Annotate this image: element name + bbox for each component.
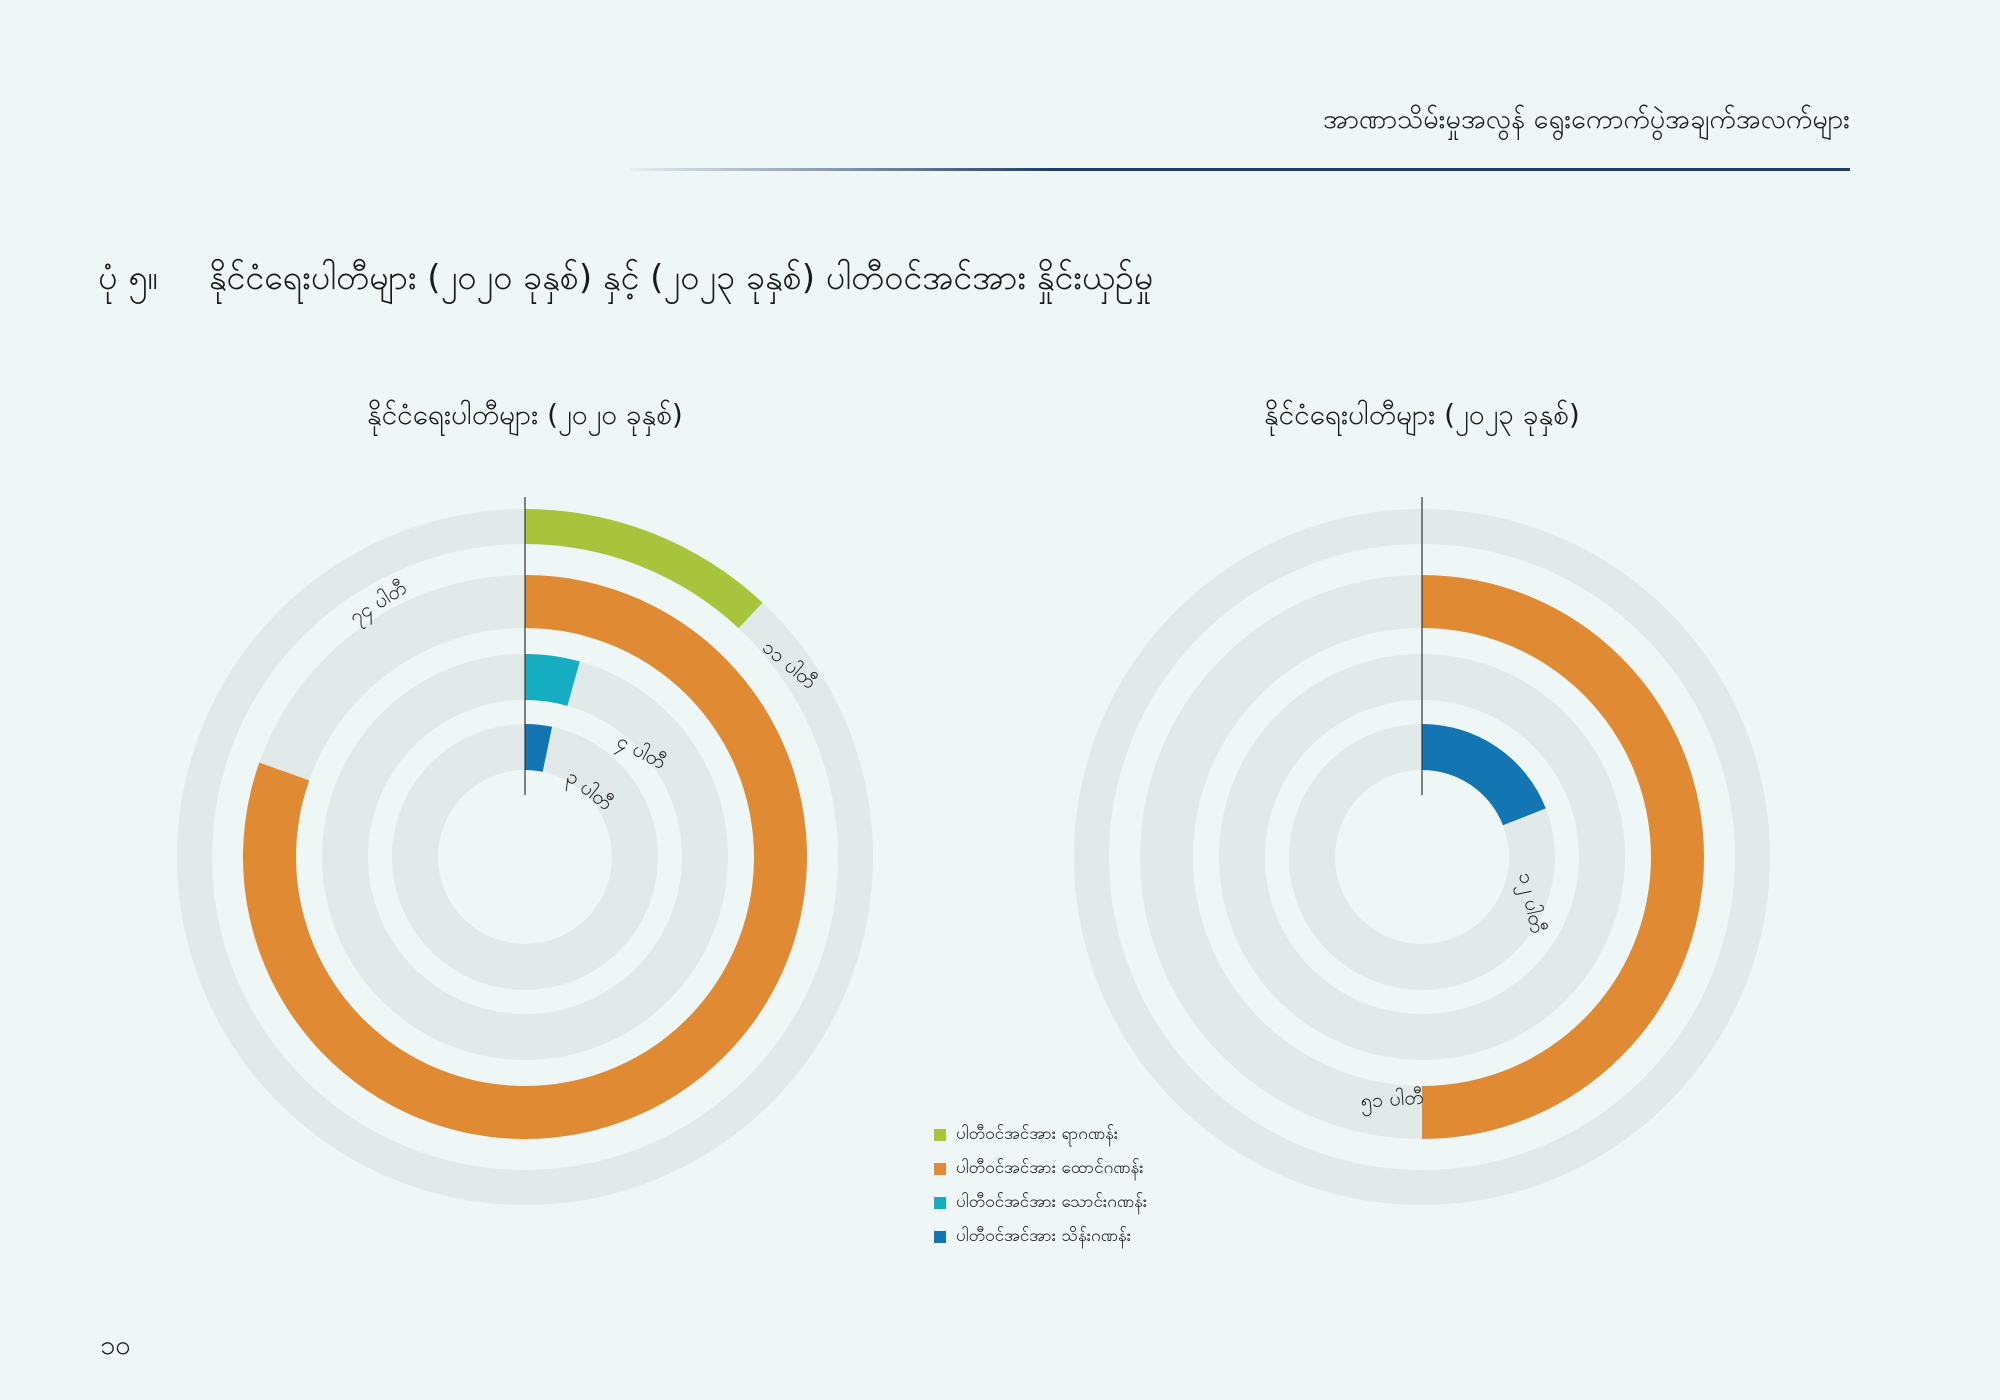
bar-small	[525, 509, 763, 629]
legend-swatch-small	[934, 1129, 946, 1141]
page-number: ၁၀	[100, 1330, 131, 1361]
header-rule	[630, 168, 1850, 171]
legend-label: ပါတီဝင်အင်အား သိန်းဂဏန်း	[956, 1225, 1132, 1246]
legend-swatch-large	[934, 1197, 946, 1209]
chart-2020-title: နိုင်ငံရေးပါတီများ (၂၀၂၀ ခုနှစ်)	[367, 398, 683, 431]
legend-item-very-large: ပါတီဝင်အင်အား သိန်းဂဏန်း	[934, 1220, 1147, 1254]
figure-number: ပုံ ၅။	[98, 258, 158, 298]
legend-label: ပါတီဝင်အင်အား သောင်းဂဏန်း	[956, 1191, 1148, 1212]
figure-caption: နိုင်ငံရေးပါတီများ (၂၀၂၀ ခုနှစ်) နှင့် (…	[208, 258, 1154, 298]
bar-medium	[1422, 575, 1704, 1139]
bar-very_large	[525, 724, 553, 772]
bar-large	[525, 654, 580, 706]
legend-swatch-medium	[934, 1163, 946, 1175]
legend-item-large: ပါတီဝင်အင်အား သောင်းဂဏန်း	[934, 1186, 1147, 1220]
legend-item-medium: ပါတီဝင်အင်အား ထောင်ဂဏန်း	[934, 1152, 1147, 1186]
bar-very_large	[1422, 724, 1546, 826]
chart-legend: ပါတီဝင်အင်အား ရာဂဏန်း ပါတီဝင်အင်အား ထောင…	[934, 1118, 1147, 1254]
legend-item-small: ပါတီဝင်အင်အား ရာဂဏန်း	[934, 1118, 1147, 1152]
legend-swatch-very-large	[934, 1231, 946, 1243]
figure-title: ပုံ ၅။ နိုင်ငံရေးပါတီများ (၂၀၂၀ ခုနှစ်) …	[98, 255, 1153, 306]
legend-label: ပါတီဝင်အင်အား ရာဂဏန်း	[956, 1123, 1119, 1144]
header-title: အာဏာသိမ်းမှုအလွန် ရွေးကောက်ပွဲအချက်အလက်မ…	[1322, 104, 1850, 135]
chart-2023-title: နိုင်ငံရေးပါတီများ (၂၀၂၃ ခုနှစ်)	[1264, 398, 1580, 431]
legend-label: ပါတီဝင်အင်အား ထောင်ဂဏန်း	[956, 1157, 1144, 1178]
